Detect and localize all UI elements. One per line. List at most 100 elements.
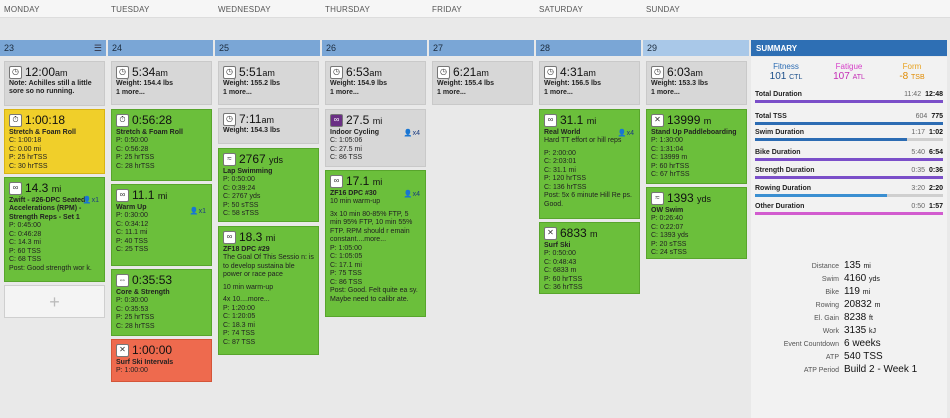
workout-description: 10 min warm-up: [330, 198, 381, 206]
workout-line: C: 1:00:18: [9, 137, 42, 145]
metrics-card-sunday[interactable]: ◷ 6:03am Weight: 153.3 lbs 1 more...: [646, 61, 747, 105]
workout-line: C: 2767 yds: [223, 193, 261, 201]
metric-weight: Weight: 156.5 lbs: [544, 79, 602, 87]
dayname-tuesday: TUESDAY: [111, 5, 150, 14]
more-link[interactable]: 1 more...: [330, 89, 359, 97]
metrics-card-wednesday[interactable]: ◷ 5:51am Weight: 155.2 lbs 1 more...: [218, 61, 319, 105]
metrics-card-tuesday[interactable]: ◷ 5:34am Weight: 154.4 lbs 1 more...: [111, 61, 212, 105]
workout-card-zf18-wednesday[interactable]: ∞ 18.3 mi ZF18 DPC #29 The Goal Of This S…: [218, 226, 319, 355]
date-cell-28[interactable]: 28: [536, 40, 641, 56]
workout-line: C: 87 TSS: [223, 338, 256, 346]
strength-icon: ⇔: [116, 273, 129, 287]
workout-value: 13999 m: [667, 113, 712, 127]
workout-card-surfski-saturday[interactable]: ✕ 6833 m Surf Ski P: 0:50:00 C: 0:48:43 C…: [539, 222, 640, 294]
workout-line: C: 1:20:05: [223, 313, 256, 321]
total-row-swim: Swim 4160 yds: [751, 273, 947, 286]
date-number: 28: [540, 43, 551, 53]
workout-value: 27.5 mi: [346, 113, 383, 127]
date-cell-26[interactable]: 26: [322, 40, 427, 56]
workout-description: Hard TT effort or hill reps: [544, 137, 622, 145]
workout-line: C: 0:56:28: [116, 145, 149, 153]
workout-card-indoor-cycling-thursday[interactable]: ∞ 27.5 mi 👤x4 Indoor Cycling C: 1:05:06 C…: [325, 109, 426, 167]
workout-card-core-tuesday[interactable]: ⇔ 0:35:53 Core & Strength P: 0:30:00 C: 0…: [111, 269, 212, 336]
metrics-card-wednesday-2[interactable]: ◷ 7:11am Weight: 154.3 lbs: [218, 108, 319, 144]
workout-line: C: 136 hrTSS: [544, 183, 587, 191]
menu-icon[interactable]: ☰: [93, 43, 102, 53]
date-cell-25[interactable]: 25: [215, 40, 320, 56]
workout-card-owswim-sunday[interactable]: ≈1393 yds OW Swim P: 0:26:40 C: 0:22:07 …: [646, 187, 747, 259]
workout-more-link[interactable]: 4x 10....more...: [223, 296, 270, 304]
workout-card-stretch-tuesday[interactable]: ⏱ 0:56:28 Stretch & Foam Roll P: 0:50:00 …: [111, 109, 212, 181]
more-link[interactable]: 1 more...: [437, 89, 466, 97]
plus-icon[interactable]: +: [49, 292, 60, 312]
fatigue-label: Fatigue: [835, 62, 863, 71]
total-label: Swim: [821, 276, 839, 283]
workout-line: C: 18.3 mi: [223, 321, 255, 329]
dayname-sunday: SUNDAY: [646, 5, 680, 14]
bike-icon: ∞: [544, 113, 557, 127]
total-label: ATP: [825, 354, 839, 361]
metrics-card-saturday[interactable]: ◷ 4:31am Weight: 156.5 lbs 1 more...: [539, 61, 640, 105]
workout-card-stretch-monday[interactable]: ⏱ 1:00:18 Stretch & Foam Roll C: 1:00:18 …: [4, 109, 105, 174]
workout-card-realworld-saturday[interactable]: ∞ 31.1 mi 👤x4 Real World Hard TT effort o…: [539, 109, 640, 219]
workout-card-sup-sunday[interactable]: ✕ 13999 m Stand Up Paddleboarding P: 1:30…: [646, 109, 747, 184]
workout-card-zwift-monday[interactable]: ∞ 14.3 mi 👤x1 Zwift - #26-DPC Seated Acce…: [4, 177, 105, 282]
workout-line: P: 75 TSS: [330, 270, 362, 278]
workout-line: C: 0:22:07: [651, 223, 684, 231]
workout-line: C: 31.1 mi: [544, 166, 576, 174]
progress-values: 5:40 6:54: [911, 149, 943, 156]
progress-bar-fill: [755, 194, 887, 197]
bike-icon: ∞: [223, 230, 236, 244]
more-link[interactable]: 1 more...: [223, 89, 252, 97]
workout-value: 17.1 mi: [346, 174, 383, 188]
total-row-atp: ATP 540 TSS: [751, 351, 947, 364]
workout-line: C: 30 hrTSS: [9, 162, 48, 170]
workout-line: P: 1:00:00: [116, 367, 148, 375]
workout-value: 0:56:28: [132, 113, 173, 127]
workout-description: 3x 10 min 80-85% FTP, 5 min 95% FTP, 10 …: [330, 210, 413, 244]
more-link[interactable]: 1 more...: [544, 89, 573, 97]
swim-icon: ≈: [651, 191, 664, 205]
workout-card-zf16-thursday[interactable]: ∞ 17.1 mi 👤x4 ZF16 DPC #30 10 min warm-up…: [325, 170, 426, 317]
metric-time: 6:53am: [346, 65, 382, 79]
more-link[interactable]: 1 more...: [651, 89, 680, 97]
person-badge-icon: 👤x4: [617, 130, 634, 137]
paddle-icon: ✕: [651, 113, 664, 127]
more-link[interactable]: 1 more...: [116, 89, 145, 97]
workout-line: C: 86 TSS: [330, 278, 363, 286]
metrics-card-friday[interactable]: ◷ 6:21am Weight: 155.4 lbs 1 more...: [432, 61, 533, 105]
date-cell-29[interactable]: 29: [643, 40, 749, 56]
total-row-bike: Bike 119 mi: [751, 286, 947, 299]
workout-title: Indoor Cycling: [330, 128, 379, 136]
metrics-card-monday[interactable]: ◷ 12:00am Note: Achilles still a little s…: [4, 61, 105, 106]
workout-description: The Goal Of This Sessio n: is to develop…: [223, 254, 314, 279]
workout-title: Stretch & Foam Roll: [9, 128, 76, 136]
form-value: -8 TSB: [899, 71, 925, 82]
progress-label: Total Duration: [755, 91, 802, 98]
workout-card-warmup-tuesday[interactable]: ∞ 11.1 mi 👤x1 Warm Up P: 0:30:00 C: 0:34:…: [111, 184, 212, 266]
workout-title: Warm Up: [116, 203, 147, 211]
metrics-card-thursday[interactable]: ◷ 6:53am Weight: 154.9 lbs 1 more...: [325, 61, 426, 105]
workout-card-swim-wednesday[interactable]: ≈2767 yds Lap Swimming P: 0:50:00 C: 0:3…: [218, 148, 319, 222]
workout-line: P: 60 TSS: [9, 247, 41, 255]
metric-time: 6:03am: [667, 65, 703, 79]
date-cell-24[interactable]: 24: [108, 40, 213, 56]
workout-line: P: 25 hrTSS: [116, 314, 155, 322]
stopwatch-icon: ⏱: [9, 113, 22, 127]
workout-post: Post: 5x 6 minute Hill Re ps. Good.: [544, 192, 632, 208]
stopwatch-icon: ⏱: [116, 113, 129, 127]
summary-panel: Fitness 101 CTL Fatigue 107 ATL Form -8 …: [751, 57, 947, 418]
date-cell-23[interactable]: 23 ☰: [0, 40, 106, 56]
date-cell-27[interactable]: 27: [429, 40, 534, 56]
workout-line: P: 0:26:40: [651, 215, 683, 223]
date-number: 29: [647, 43, 658, 53]
add-workout-slot[interactable]: +: [4, 285, 105, 318]
workout-line: P: 1:05:00: [330, 244, 362, 252]
form-stat: Form -8 TSB: [881, 62, 943, 82]
total-label: El. Gain: [814, 315, 839, 322]
progress-row-swim-duration: Swim Duration 1:17 1:02: [755, 129, 943, 141]
progress-values: 604 775: [915, 113, 943, 120]
workout-title: Real World: [544, 128, 581, 136]
workout-card-surfski-tuesday[interactable]: ✕ 1:00:00 Surf Ski Intervals P: 1:00:00: [111, 339, 212, 382]
total-row-el-gain: El. Gain 8238 ft: [751, 312, 947, 325]
